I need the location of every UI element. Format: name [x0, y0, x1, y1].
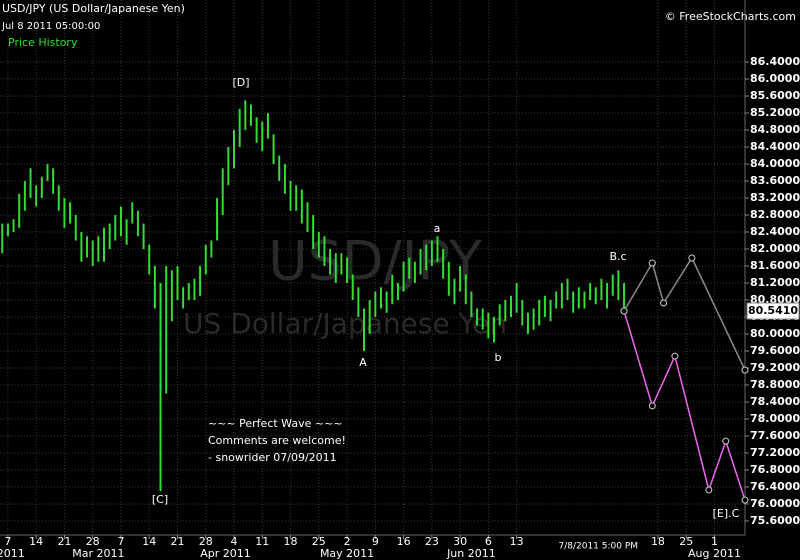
x-month-label: Jun 2011	[446, 547, 496, 560]
y-tick-label: 77.2000	[750, 446, 800, 459]
x-month-label: Aug 2011	[688, 547, 741, 560]
y-tick-label: 85.6000	[750, 89, 800, 102]
x-tick-label: 16	[397, 535, 411, 548]
x-tick-label: 18	[651, 535, 665, 548]
projection-point	[648, 402, 656, 410]
chart-subtitle: Jul 8 2011 05:00:00	[1, 21, 100, 32]
y-tick-label: 82.8000	[750, 208, 800, 221]
y-tick-label: 86.0000	[750, 72, 800, 85]
x-tick-label: 28	[199, 535, 213, 548]
projection-line	[623, 310, 746, 501]
projection-point	[620, 307, 628, 315]
x-month-label: May 2011	[320, 547, 374, 560]
y-tick-label: 77.6000	[750, 429, 800, 442]
y-tick-label: 83.2000	[750, 191, 800, 204]
annotation: ~~~ Perfect Wave ~~~	[208, 417, 343, 430]
x-tick-label: 25	[679, 535, 693, 548]
last-price-box	[746, 302, 800, 320]
x-tick-label: 13	[510, 535, 524, 548]
y-tick-label: 83.6000	[750, 174, 800, 187]
projection-point	[741, 496, 749, 504]
x-tick-label: 4	[231, 535, 238, 548]
x-tick-label: 14	[29, 535, 43, 548]
y-tick-label: 79.6000	[750, 344, 800, 357]
annotation: a	[434, 222, 441, 235]
y-tick-label: 84.4000	[750, 140, 800, 153]
x-month-label: 2011	[0, 547, 25, 560]
y-tick-label: 76.4000	[750, 480, 800, 493]
x-tick-label: 7	[4, 535, 11, 548]
x-tick-label: 6	[485, 535, 492, 548]
y-tick-label: 76.8000	[750, 463, 800, 476]
annotation: B.c	[609, 250, 626, 263]
x-tick-label: 14	[142, 535, 156, 548]
y-tick-label: 78.4000	[750, 395, 800, 408]
y-tick-label: 82.0000	[750, 242, 800, 255]
annotation: [C]	[152, 493, 168, 506]
projection-point	[741, 366, 749, 374]
annotation: - snowrider 07/09/2011	[208, 451, 337, 464]
watermark: USD/JPY	[268, 230, 483, 293]
x-tick-label: 21	[57, 535, 71, 548]
x-tick-label: 11	[255, 535, 269, 548]
y-tick-label: 85.2000	[750, 106, 800, 119]
x-tick-label: 25	[312, 535, 326, 548]
credit: © FreeStockCharts.com	[665, 10, 796, 23]
y-tick-label: 81.6000	[750, 259, 800, 272]
y-tick-label: 76.0000	[750, 497, 800, 510]
y-tick-label: 80.0000	[750, 327, 800, 340]
y-tick-label: 82.4000	[750, 225, 800, 238]
annotation: b	[495, 351, 502, 364]
last-price-label: 80.5410	[748, 304, 798, 317]
x-tick-label: 30	[453, 535, 467, 548]
projection-point	[722, 437, 730, 445]
annotation: [E].C	[713, 507, 740, 520]
projection-point	[648, 259, 656, 267]
x-month-label: Apr 2011	[200, 547, 251, 560]
projection-point	[688, 254, 696, 262]
x-tick-label: 1	[711, 535, 718, 548]
x-tick-label: 23	[425, 535, 439, 548]
x-tick-label: 7	[117, 535, 124, 548]
y-tick-label: 75.6000	[750, 514, 800, 527]
x-tick-label: 2	[344, 535, 351, 548]
x-tick-label: 28	[86, 535, 100, 548]
projection-point	[705, 486, 713, 494]
y-tick-label: 78.8000	[750, 378, 800, 391]
legend-entry: Price History	[8, 36, 78, 49]
y-tick-label: 84.8000	[750, 123, 800, 136]
x-tick-label: 9	[372, 535, 379, 548]
cursor-label: 7/8/2011 5:00 PM	[558, 542, 638, 552]
x-month-label: Mar 2011	[72, 547, 124, 560]
y-tick-label: 84.0000	[750, 157, 800, 170]
y-tick-label: 78.0000	[750, 412, 800, 425]
y-tick-label: 86.4000	[750, 55, 800, 68]
chart-title: USD/JPY (US Dollar/Japanese Yen)	[2, 2, 185, 15]
annotation: A	[359, 356, 367, 369]
annotation: [D]	[232, 76, 249, 89]
watermark-subtitle: US Dollar/Japanese Yen	[183, 307, 507, 340]
projection-point	[660, 299, 668, 307]
y-tick-label: 79.2000	[750, 361, 800, 374]
x-tick-label: 21	[170, 535, 184, 548]
y-tick-label: 81.2000	[750, 276, 800, 289]
annotation: Comments are welcome!	[208, 434, 346, 447]
projection-point	[671, 352, 679, 360]
x-tick-label: 18	[284, 535, 298, 548]
